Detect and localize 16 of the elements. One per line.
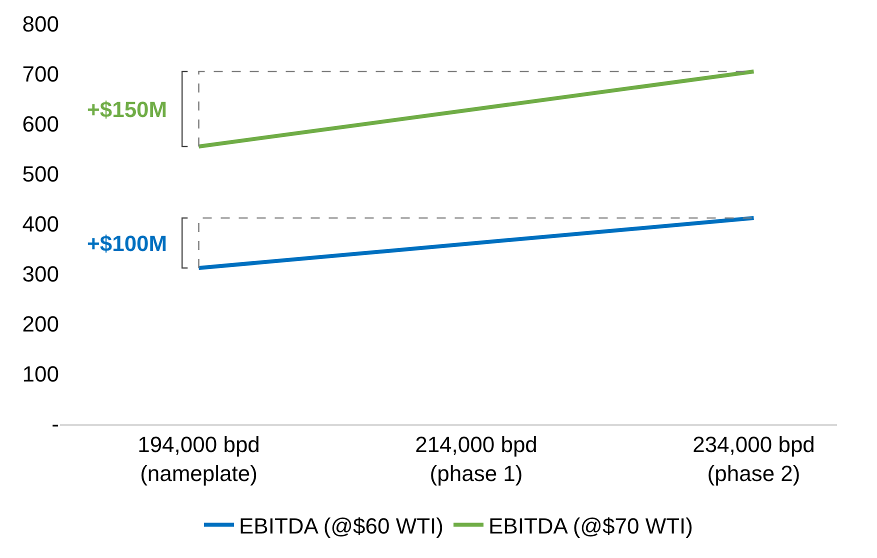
y-tick-label: 400 xyxy=(22,212,59,237)
y-tick-label: - xyxy=(52,412,59,437)
legend-label: EBITDA (@$60 WTI) xyxy=(239,513,444,538)
y-tick-label: 700 xyxy=(22,62,59,87)
y-tick-label: 100 xyxy=(22,362,59,387)
y-tick-label: 800 xyxy=(22,12,59,37)
y-tick-label: 200 xyxy=(22,312,59,337)
annotation: +$150M xyxy=(87,97,168,122)
x-tick-label: 214,000 bpd (phase 1) xyxy=(415,432,538,486)
y-tick-label: 600 xyxy=(22,112,59,137)
x-tick-label: 234,000 bpd (phase 2) xyxy=(692,432,815,486)
legend-label: EBITDA (@$70 WTI) xyxy=(488,513,693,538)
x-tick-label: 194,000 bpd (nameplate) xyxy=(138,432,260,486)
y-tick-label: 500 xyxy=(22,162,59,187)
annotation: +$100M xyxy=(87,231,168,256)
y-tick-label: 300 xyxy=(22,262,59,287)
